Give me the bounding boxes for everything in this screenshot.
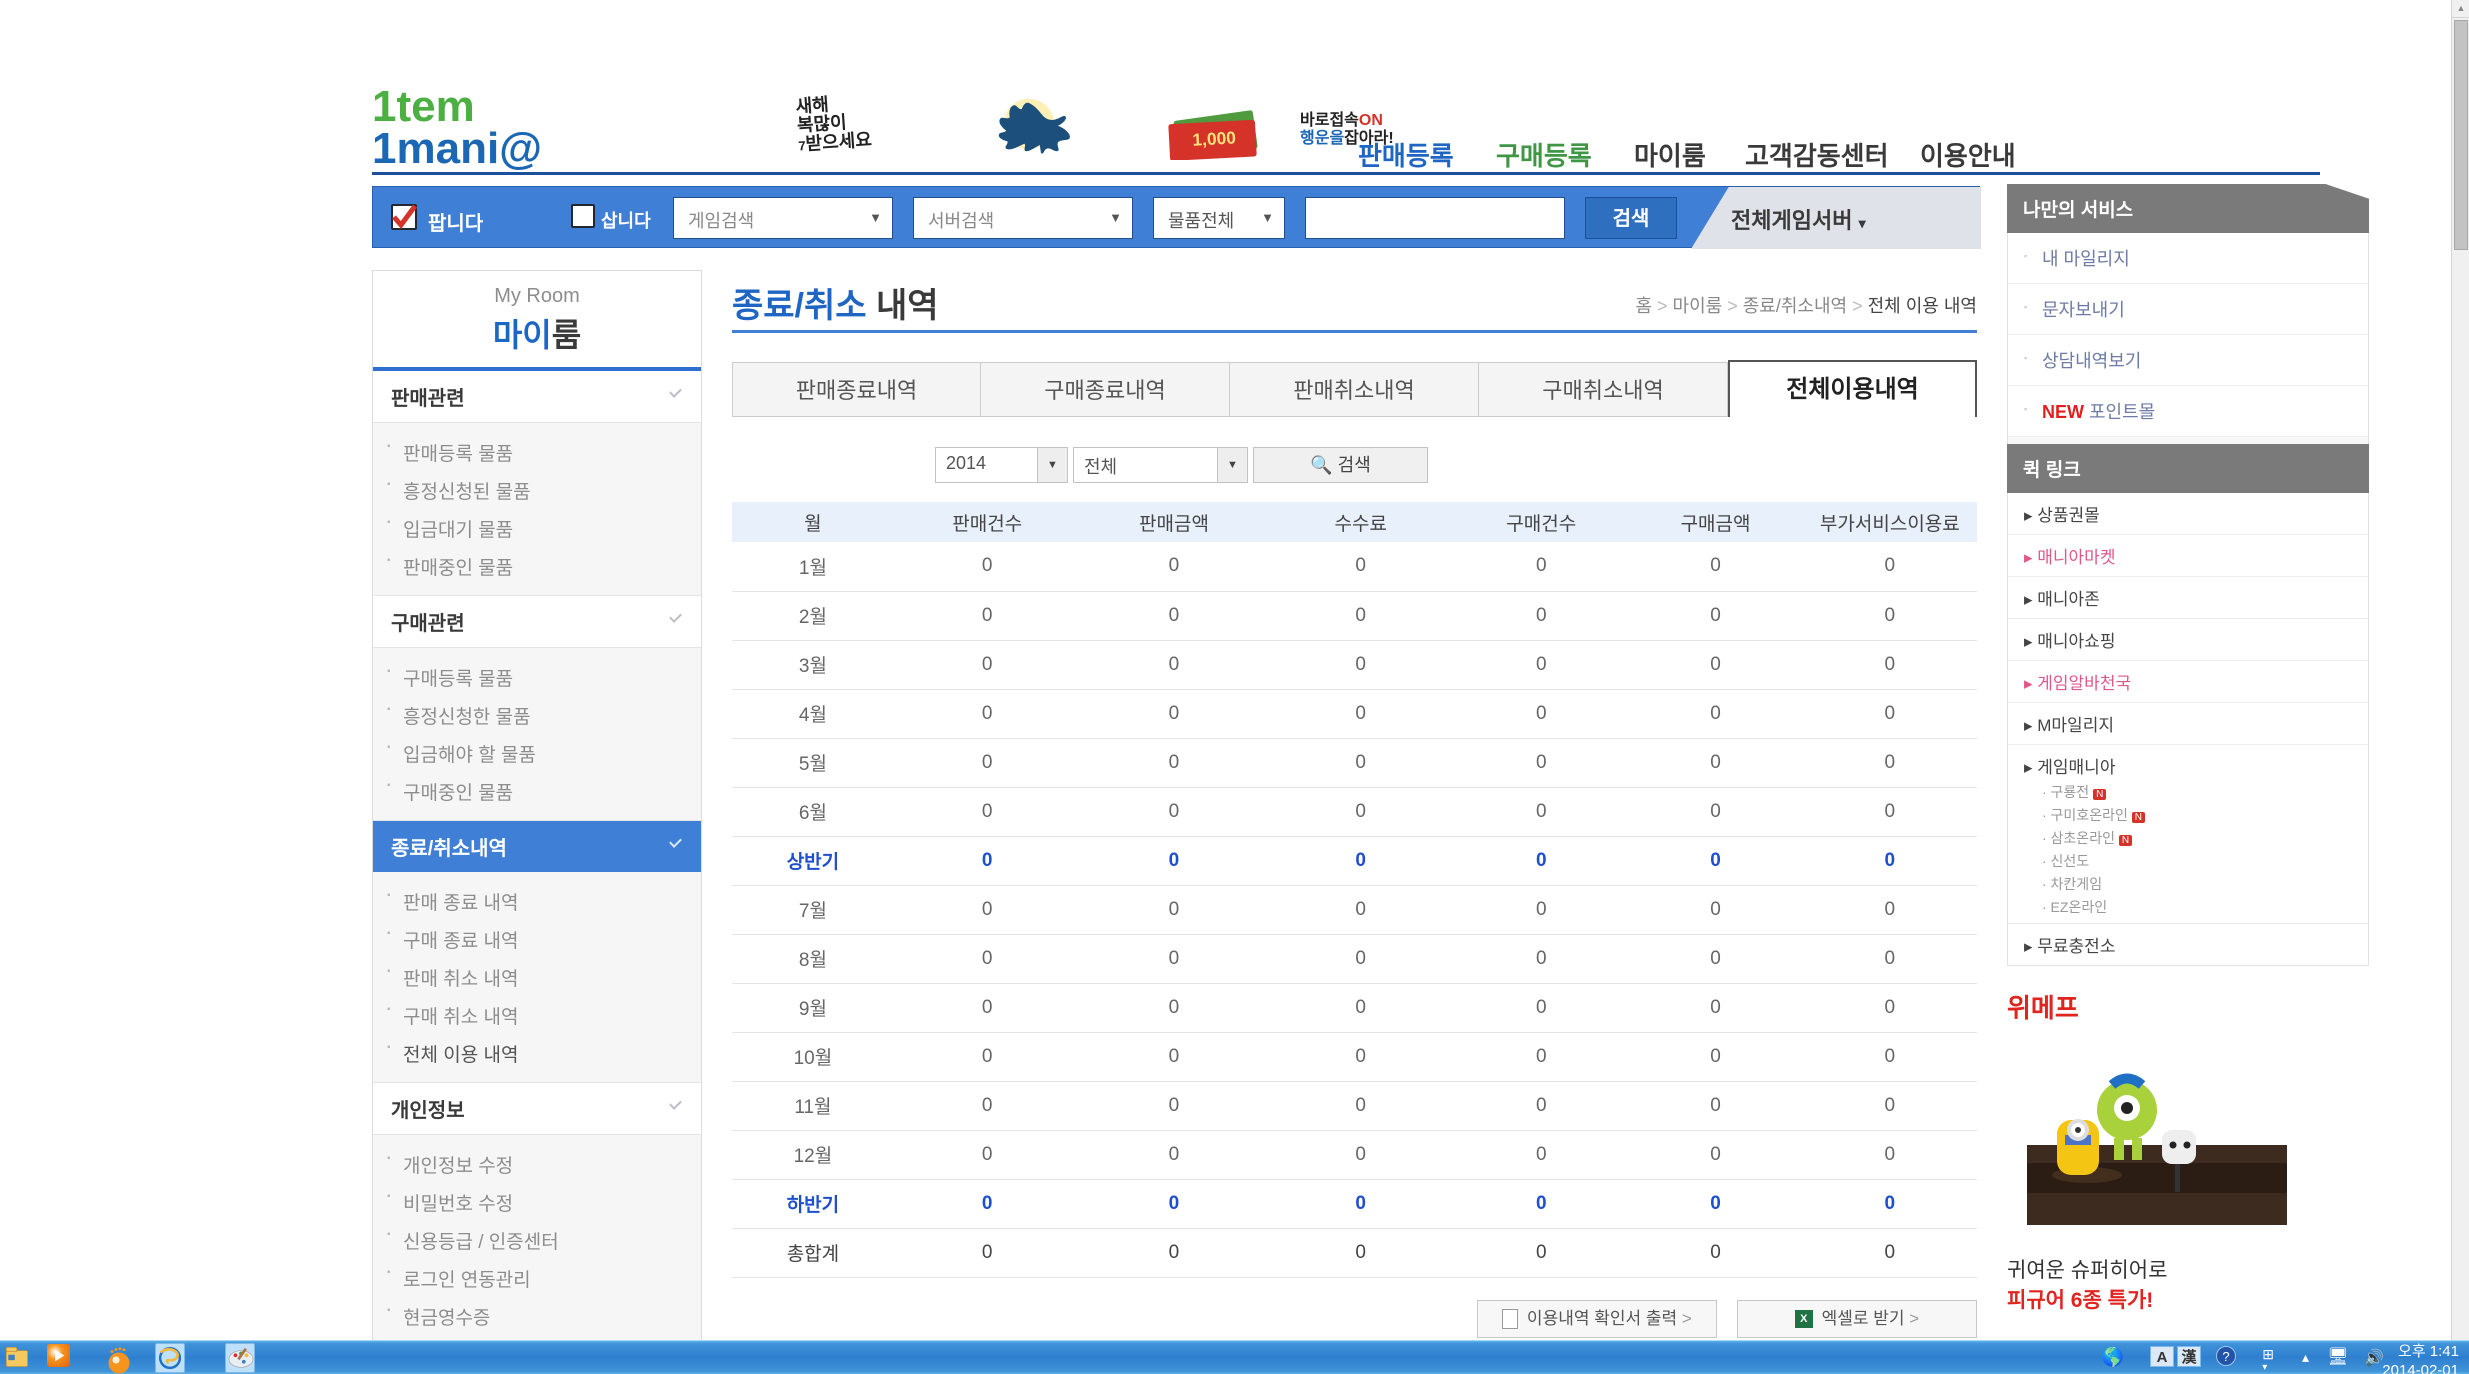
svg-text:1,000: 1,000: [1192, 127, 1236, 149]
